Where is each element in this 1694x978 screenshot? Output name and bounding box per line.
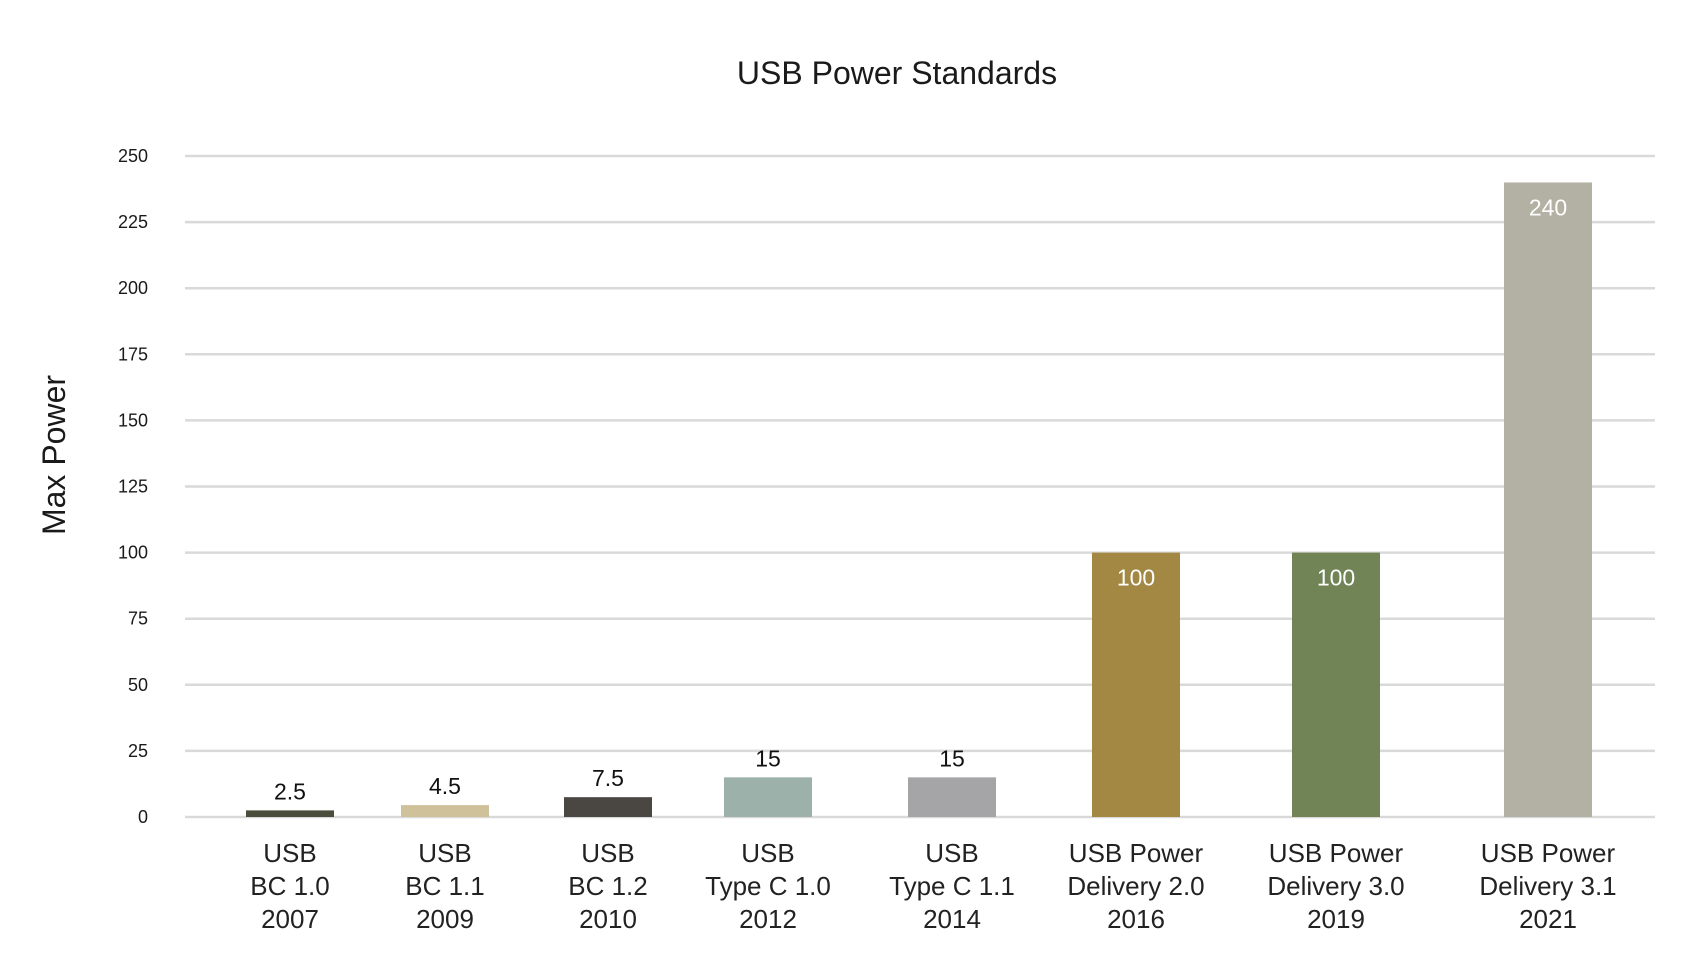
x-tick-label: 2021 [1519,904,1577,934]
y-tick-label: 75 [128,609,148,629]
x-tick-label: Delivery 3.1 [1479,871,1616,901]
bar [1092,552,1180,817]
bar [1504,182,1592,817]
x-tick-label: 2012 [739,904,797,934]
y-tick-label: 150 [118,410,148,430]
y-tick-label: 0 [138,807,148,827]
y-tick-label: 200 [118,278,148,298]
data-label: 15 [939,745,965,771]
x-tick-label: USB [741,838,794,868]
data-label: 100 [1117,565,1155,591]
bars [246,182,1592,817]
y-axis-ticks: 0 25 50 75 100 125 150 175 200 225 250 [118,146,148,827]
x-tick-label: USB [925,838,978,868]
x-tick-label: 2014 [923,904,981,934]
x-tick-label: Delivery 3.0 [1267,871,1404,901]
data-label: 100 [1317,565,1355,591]
x-tick-label: USB Power [1269,838,1404,868]
x-tick-label: BC 1.1 [405,871,485,901]
x-tick-label: Delivery 2.0 [1067,871,1204,901]
x-tick-label: 2007 [261,904,319,934]
x-tick-label: USB Power [1481,838,1616,868]
bar [724,777,812,817]
x-tick-label: 2019 [1307,904,1365,934]
x-tick-label: USB [418,838,471,868]
y-tick-label: 100 [118,543,148,563]
data-label: 4.5 [429,773,461,799]
y-tick-label: 50 [128,675,148,695]
data-label: 240 [1529,194,1567,220]
data-label: 15 [755,745,781,771]
x-tick-label: Type C 1.1 [889,871,1015,901]
y-tick-label: 250 [118,146,148,166]
bar [401,805,489,817]
data-labels: 2.5 4.5 7.5 15 15 100 100 240 [274,194,1567,804]
x-tick-label: Type C 1.0 [705,871,831,901]
x-tick-label: BC 1.2 [568,871,648,901]
y-tick-label: 225 [118,212,148,232]
x-tick-label: 2009 [416,904,474,934]
chart-title: USB Power Standards [737,55,1057,91]
y-tick-label: 125 [118,477,148,497]
x-tick-label: BC 1.0 [250,871,330,901]
gridlines [185,154,1655,819]
data-label: 2.5 [274,778,306,804]
x-tick-label: USB Power [1069,838,1204,868]
y-tick-label: 175 [118,344,148,364]
x-tick-label: USB [263,838,316,868]
data-label: 7.5 [592,765,624,791]
x-tick-label: 2010 [579,904,637,934]
bar [564,797,652,817]
bar [246,810,334,817]
x-tick-label: USB [581,838,634,868]
y-tick-label: 25 [128,741,148,761]
x-tick-label: 2016 [1107,904,1165,934]
bar [908,777,996,817]
bar [1292,552,1380,817]
y-axis-label: Max Power [36,375,72,535]
